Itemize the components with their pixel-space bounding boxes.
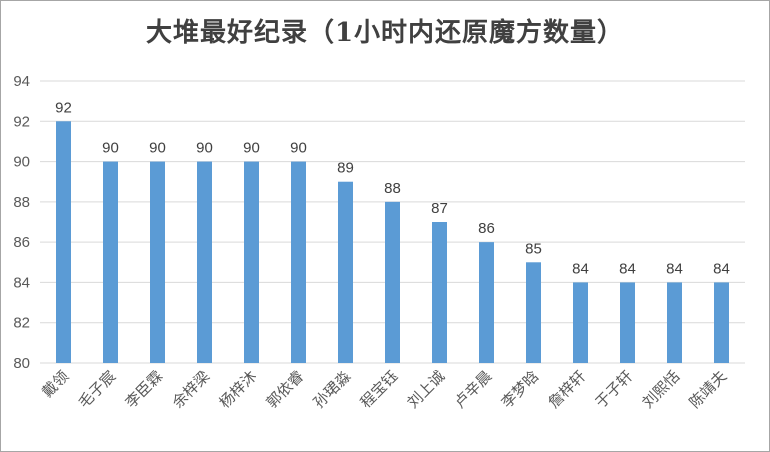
bar [150, 161, 165, 363]
x-tick-label: 刘熙恬 [639, 367, 684, 412]
bar [714, 282, 729, 363]
data-label: 90 [196, 140, 213, 157]
bars [56, 121, 729, 364]
y-tick-label: 94 [13, 73, 30, 90]
chart-title: 大堆最好纪录（1小时内还原魔方数量） [145, 18, 625, 48]
data-label: 92 [55, 99, 72, 116]
x-tick-label: 孙珺淼 [310, 367, 355, 412]
bar [56, 121, 71, 364]
data-label: 86 [478, 220, 495, 237]
data-label: 87 [431, 200, 448, 217]
data-label: 84 [619, 260, 636, 277]
data-label: 90 [290, 140, 307, 157]
y-tick-label: 82 [13, 315, 30, 332]
bar [244, 161, 259, 363]
x-tick-label: 毛子宸 [75, 367, 120, 412]
x-tick-label: 于子轩 [592, 367, 637, 412]
data-label: 88 [384, 180, 401, 197]
x-axis-labels: 戴领 毛子宸 李臣霖 余梓梁 杨梓沐 郭依睿 孙珺淼 程宝钰 刘上诚 卢辛晨 李梦晗 詹梓轩 于子轩 刘熙… [38, 367, 730, 412]
x-tick-label: 郭依睿 [263, 367, 308, 412]
y-tick-label: 84 [13, 274, 30, 291]
y-tick-label: 86 [13, 234, 30, 251]
data-label: 90 [102, 140, 119, 157]
data-labels: 92 90 90 90 90 90 89 88 87 86 85 84 84 84 84 [55, 99, 730, 277]
bar [338, 181, 353, 363]
bar [573, 282, 588, 363]
y-axis-ticks: 80 82 84 86 88 90 92 94 [13, 73, 30, 372]
bar [526, 262, 541, 363]
data-label: 90 [149, 140, 166, 157]
data-label: 84 [666, 260, 683, 277]
x-tick-label: 戴领 [38, 367, 72, 401]
x-tick-label: 杨梓沐 [216, 367, 261, 412]
bar [103, 161, 118, 363]
data-label: 90 [243, 140, 260, 157]
x-tick-label: 刘上诚 [404, 367, 449, 412]
bar [479, 242, 494, 363]
bar [667, 282, 682, 363]
x-tick-label: 李臣霖 [122, 367, 167, 412]
y-tick-label: 90 [13, 154, 30, 171]
data-label: 85 [525, 240, 542, 257]
x-tick-label: 陈靖夫 [686, 367, 731, 412]
bar [385, 201, 400, 363]
x-tick-label: 程宝钰 [357, 367, 402, 412]
y-tick-label: 80 [13, 355, 30, 372]
bar [291, 161, 306, 363]
x-tick-label: 余梓梁 [169, 367, 214, 412]
x-tick-label: 卢辛晨 [451, 367, 496, 412]
bar [620, 282, 635, 363]
data-label: 84 [572, 260, 589, 277]
x-tick-label: 詹梓轩 [545, 367, 590, 412]
data-label: 84 [713, 260, 730, 277]
bar [197, 161, 212, 363]
x-tick-label: 李梦晗 [498, 367, 543, 412]
data-label: 89 [337, 160, 354, 177]
y-tick-label: 92 [13, 113, 30, 130]
y-tick-label: 88 [13, 194, 30, 211]
bar [432, 222, 447, 363]
